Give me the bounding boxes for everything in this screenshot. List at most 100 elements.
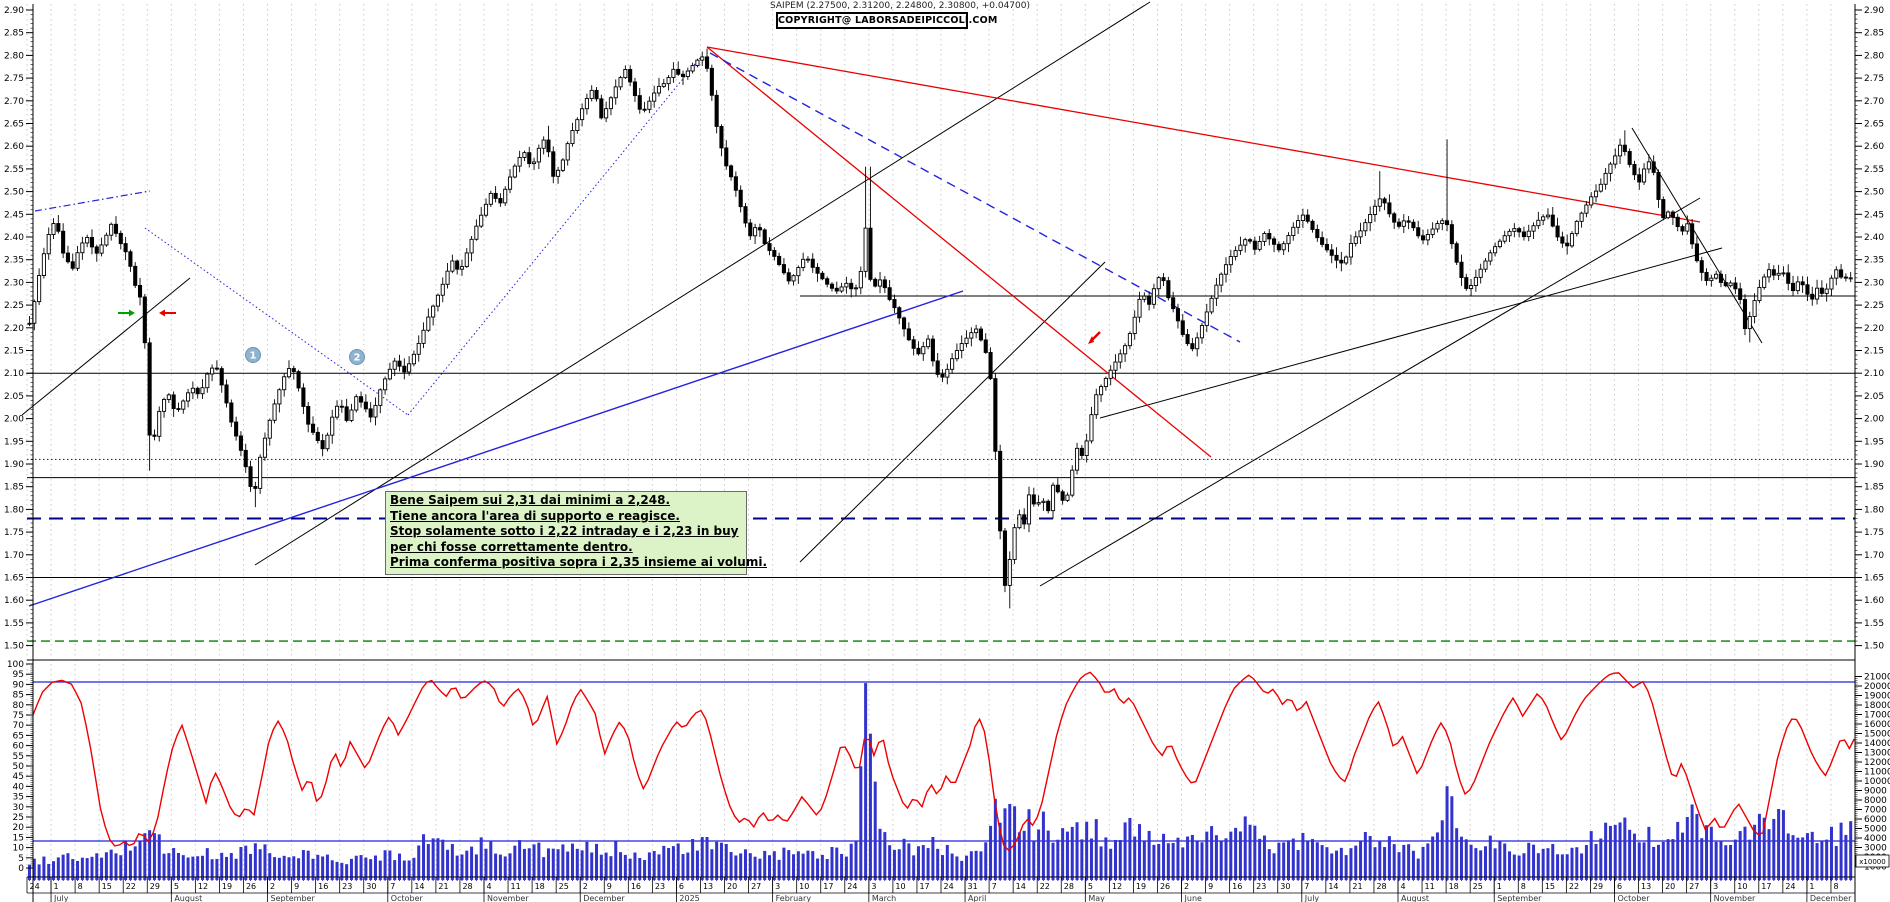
volume-tick-label: 18000 xyxy=(1864,701,1890,711)
price-tick-label: 1.60 xyxy=(4,596,24,606)
annotation-line-4: per chi fosse correttamente dentro. xyxy=(390,539,633,554)
price-axis-labels: 2.90 2.90 2.85 2.85 2.80 2.80 2.75 2.75 2.70 2.70… xyxy=(4,6,1884,652)
month-label: June xyxy=(1184,894,1203,902)
week-day-label: 10 xyxy=(1737,882,1747,891)
price-tick-label: 1.50 xyxy=(1864,642,1884,652)
volume-multiplier-label: x10000 xyxy=(1859,858,1885,866)
price-tick-label: 2.00 xyxy=(1864,415,1884,425)
week-day-label: 21 xyxy=(438,882,448,891)
volume-tick-label: 11000 xyxy=(1864,768,1890,778)
volume-tick-label: 3000 xyxy=(1864,844,1887,854)
price-tick-label: 2.55 xyxy=(1864,165,1884,175)
price-tick-label: 1.95 xyxy=(4,437,24,447)
week-day-label: 30 xyxy=(366,882,376,891)
horizontal-price-lines xyxy=(27,295,1855,642)
price-tick-label: 2.60 xyxy=(1864,142,1884,152)
week-day-label: 23 xyxy=(655,882,665,891)
annotation-line-2: Tiene ancora l'area di supporto e reagis… xyxy=(390,508,680,523)
price-tick-label: 2.90 xyxy=(1864,6,1884,16)
month-label: October xyxy=(1617,894,1650,902)
week-day-label: 19 xyxy=(222,882,232,891)
price-tick-label: 2.10 xyxy=(1864,369,1884,379)
week-day-label: 11 xyxy=(511,882,521,891)
week-day-label: 25 xyxy=(1473,882,1483,891)
volume-tick-label: 17000 xyxy=(1864,711,1890,721)
volume-tick-label: 5000 xyxy=(1864,825,1887,835)
annotation-line-5: Prima conferma positiva sopra i 2,35 ins… xyxy=(390,555,768,570)
price-tick-label: 1.65 xyxy=(1864,574,1884,584)
volume-tick-label: 14000 xyxy=(1864,739,1890,749)
week-day-label: 1 xyxy=(1809,882,1814,891)
week-day-label: 16 xyxy=(631,882,641,891)
week-day-label: 20 xyxy=(727,882,737,891)
price-tick-label: 1.75 xyxy=(1864,528,1884,538)
month-label: April xyxy=(968,894,986,902)
volume-tick-label: 9000 xyxy=(1864,787,1887,797)
week-day-label: 14 xyxy=(1016,882,1026,891)
oscillator-tick-label: 5 xyxy=(18,854,24,864)
price-tick-label: 2.60 xyxy=(4,142,24,152)
week-day-label: 1 xyxy=(54,882,59,891)
price-tick-label: 2.05 xyxy=(4,392,24,402)
oscillator-axis-labels: 1009590858075706560555045403530252015105… xyxy=(7,660,33,874)
price-tick-label: 2.20 xyxy=(4,324,24,334)
circled-number-1 xyxy=(245,347,261,363)
weekly-gridlines xyxy=(26,4,1856,877)
oscillator-tick-label: 35 xyxy=(13,793,24,803)
price-tick-label: 2.40 xyxy=(4,233,24,243)
month-label: September xyxy=(271,894,316,902)
volume-tick-label: 16000 xyxy=(1864,720,1890,730)
week-day-label: 21 xyxy=(1352,882,1362,891)
price-tick-label: 2.65 xyxy=(1864,120,1884,130)
annotation-line-1: Bene Saipem sui 2,31 dai minimi a 2,248. xyxy=(390,493,671,507)
week-day-label: 12 xyxy=(198,882,208,891)
week-day-label: 28 xyxy=(1376,882,1386,891)
month-label: December xyxy=(583,894,625,902)
price-tick-label: 2.75 xyxy=(1864,74,1884,84)
price-tick-label: 1.50 xyxy=(4,642,24,652)
price-tick-label: 2.45 xyxy=(4,210,24,220)
week-day-label: 24 xyxy=(847,882,857,891)
price-tick-label: 2.50 xyxy=(4,188,24,198)
week-day-label: 7 xyxy=(390,882,395,891)
volume-tick-label: 19000 xyxy=(1864,692,1890,702)
oscillator-tick-label: 55 xyxy=(13,752,24,762)
price-tick-label: 1.85 xyxy=(4,483,24,493)
week-day-label: 11 xyxy=(1425,882,1435,891)
oscillator-line xyxy=(32,671,1855,852)
week-day-label: 22 xyxy=(1569,882,1579,891)
oscillator-tick-label: 0 xyxy=(18,864,24,874)
price-tick-label: 1.55 xyxy=(4,619,24,629)
chart-title: SAIPEM (2.27500, 2.31200, 2.24800, 2.308… xyxy=(770,1,1030,11)
price-tick-label: 2.15 xyxy=(4,347,24,357)
week-day-label: 29 xyxy=(1593,882,1603,891)
week-day-label: 22 xyxy=(1040,882,1050,891)
trendlines xyxy=(21,1,1763,607)
oscillator-tick-label: 15 xyxy=(13,833,24,843)
month-label: August xyxy=(174,894,202,902)
week-day-label: 15 xyxy=(102,882,112,891)
month-label: September xyxy=(1497,894,1542,902)
week-day-label: 9 xyxy=(1208,882,1213,891)
month-label: May xyxy=(1088,894,1105,902)
week-day-label: 25 xyxy=(559,882,569,891)
month-label: July xyxy=(1304,894,1320,902)
x-axis: 24 1 8 15 22 29 5 12 19 26 2 9 16 23 30 7 14 21 28 4 11 18 25 2… xyxy=(26,877,1852,902)
price-tick-label: 2.15 xyxy=(1864,347,1884,357)
volume-axis-labels: 2100020000190001800017000160001500014000… xyxy=(1855,673,1890,873)
price-tick-label: 2.70 xyxy=(4,97,24,107)
svg-text:1: 1 xyxy=(250,351,257,362)
week-day-label: 2 xyxy=(583,882,588,891)
price-tick-label: 1.95 xyxy=(1864,437,1884,447)
volume-bars xyxy=(28,683,1853,880)
week-day-label: 17 xyxy=(823,882,833,891)
oscillator-tick-label: 40 xyxy=(13,782,25,792)
week-day-label: 18 xyxy=(1449,882,1459,891)
week-day-label: 27 xyxy=(751,882,761,891)
week-day-label: 9 xyxy=(294,882,299,891)
month-label: August xyxy=(1401,894,1429,902)
price-tick-label: 2.70 xyxy=(1864,97,1884,107)
week-day-label: 18 xyxy=(535,882,545,891)
